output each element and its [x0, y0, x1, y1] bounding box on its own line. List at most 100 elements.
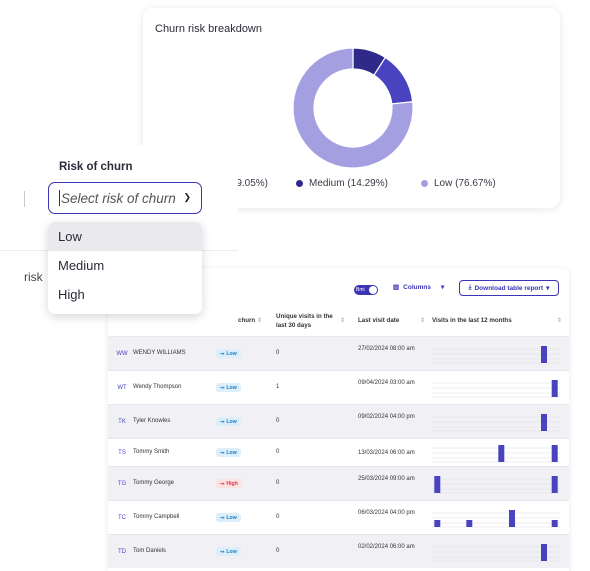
- header-label: churn: [238, 317, 256, 324]
- avatar: TC: [118, 515, 126, 521]
- columns-label: Columns: [403, 283, 431, 291]
- column-header-visits-12m[interactable]: Visits in the last 12 months: [432, 316, 512, 325]
- risk-badge-label: Low: [226, 548, 237, 555]
- header-label: Last visit date: [358, 317, 400, 324]
- risk-badge: ↝ Low: [216, 547, 241, 556]
- unique-visits-value: 1: [276, 384, 280, 390]
- risk-badge: ↝ High: [216, 479, 242, 488]
- column-header-churn[interactable]: churn ⇕: [238, 316, 262, 325]
- visit-bar: [434, 476, 441, 493]
- customer-name[interactable]: Tommy George: [133, 480, 175, 486]
- risk-badge: ↝ Low: [216, 513, 241, 522]
- churn-donut-chart: [292, 47, 414, 169]
- risk-badge: ↝ Low: [216, 349, 241, 358]
- columns-icon: ▥: [393, 284, 400, 291]
- table-row[interactable]: TK Tyler Knowles ↝ Low 0 09/02/2024 04:00 pm: [108, 404, 569, 438]
- toggle-knob: [369, 286, 377, 294]
- visits-sparkline: [432, 414, 560, 432]
- customer-name[interactable]: Tom Daniels: [133, 548, 167, 554]
- risk-badge-label: Low: [226, 350, 237, 357]
- customer-table-card: Bmi ▥ Columns ▾ ⤓ Download table report …: [108, 268, 569, 571]
- avatar: TS: [118, 450, 126, 456]
- customer-name[interactable]: WENDY WILLIAMS: [133, 350, 186, 356]
- option-medium[interactable]: Medium: [58, 258, 105, 273]
- avatar: WW: [116, 351, 128, 357]
- risk-of-churn-select[interactable]: Select risk of churn ❯: [48, 182, 202, 214]
- trend-icon: ↝: [220, 548, 225, 555]
- legend-label: Medium (14.29%): [309, 178, 388, 189]
- view-toggle[interactable]: Bmi: [354, 285, 378, 295]
- visit-bar: [551, 380, 558, 397]
- visit-bar: [541, 414, 547, 431]
- last-visit-date: 25/03/2024 09:00 am: [358, 476, 415, 482]
- trend-icon: ↝: [220, 480, 225, 487]
- table-row[interactable]: WW WENDY WILLIAMS ↝ Low 0 27/02/2024 08:00 am: [108, 336, 569, 370]
- visit-bar: [551, 476, 558, 493]
- chevron-down-icon: ❯: [183, 192, 191, 202]
- sort-icon[interactable]: ⇕: [340, 317, 346, 324]
- sort-icon[interactable]: ⇕: [557, 317, 563, 324]
- customer-name[interactable]: Wendy Thompson: [133, 384, 182, 390]
- avatar: WT: [117, 385, 127, 391]
- risk-badge: ↝ Low: [216, 448, 241, 457]
- option-low[interactable]: Low: [48, 222, 202, 251]
- chevron-down-icon: ▾: [546, 285, 550, 292]
- last-visit-date: 09/02/2024 04:00 pm: [358, 414, 415, 420]
- visits-sparkline: [432, 445, 560, 463]
- risk-badge: ↝ Low: [216, 383, 241, 392]
- risk-label-partial: risk: [24, 270, 43, 284]
- download-label: Download table report: [474, 284, 544, 292]
- option-high[interactable]: High: [58, 287, 85, 302]
- legend-dot-medium: [296, 180, 303, 187]
- visits-sparkline: [432, 544, 560, 562]
- table-row[interactable]: TC Tommy Campbell ↝ Low 0 06/03/2024 04:00 pm: [108, 500, 569, 534]
- unique-visits-value: 0: [276, 418, 280, 424]
- visit-bar: [434, 520, 441, 527]
- visit-bar: [541, 544, 547, 561]
- visit-bar: [551, 520, 558, 527]
- sort-icon[interactable]: ⇕: [420, 317, 426, 324]
- select-placeholder: Select risk of churn: [61, 190, 176, 206]
- avatar: TD: [118, 549, 126, 555]
- visits-sparkline: [432, 476, 560, 494]
- legend-item-low: Low (76.67%): [421, 178, 496, 189]
- column-header-visits-30[interactable]: Unique visits in the last 30 days: [276, 312, 338, 330]
- header-label: Unique visits in the last 30 days: [276, 313, 333, 329]
- table-row[interactable]: TG Tommy George ↝ High 0 25/03/2024 09:00 am: [108, 466, 569, 500]
- risk-of-churn-label: Risk of churn: [59, 161, 133, 173]
- visits-sparkline: [432, 510, 560, 528]
- customer-name[interactable]: Tyler Knowles: [133, 418, 171, 424]
- visits-sparkline: [432, 380, 560, 398]
- visit-bar: [541, 346, 547, 363]
- unique-visits-value: 0: [276, 548, 280, 554]
- column-header-last-visit[interactable]: Last visit date: [358, 316, 399, 325]
- last-visit-date: 09/04/2024 03:00 am: [358, 380, 415, 386]
- header-label: Visits in the last 12 months: [432, 317, 512, 324]
- trend-icon: ↝: [220, 350, 225, 357]
- unique-visits-value: 0: [276, 350, 280, 356]
- legend-label: Low (76.67%): [434, 178, 496, 189]
- chart-title: Churn risk breakdown: [155, 23, 262, 35]
- divider: [24, 191, 25, 207]
- unique-visits-value: 0: [276, 480, 280, 486]
- download-icon: ⤓: [468, 284, 472, 291]
- table-row[interactable]: TS Tommy Smith ↝ Low 0 13/03/2024 06:00 am: [108, 438, 569, 466]
- table-row[interactable]: TD Tom Daniels ↝ Low 0 02/02/2024 06:00 am: [108, 534, 569, 568]
- risk-badge-label: Low: [226, 449, 237, 456]
- customer-name[interactable]: Tommy Campbell: [133, 514, 180, 520]
- table-row[interactable]: WT Wendy Thompson ↝ Low 1 09/04/2024 03:00 am: [108, 370, 569, 404]
- visit-bar: [498, 445, 505, 462]
- trend-icon: ↝: [220, 384, 225, 391]
- last-visit-date: 27/02/2024 08:00 am: [358, 346, 415, 352]
- risk-badge-label: High: [226, 480, 238, 487]
- visits-sparkline: [432, 346, 560, 364]
- columns-button[interactable]: ▥ Columns ▾: [393, 283, 444, 292]
- download-table-report-button[interactable]: ⤓ Download table report ▾: [459, 280, 559, 296]
- legend-item-medium: Medium (14.29%): [296, 178, 388, 189]
- legend-label: (9.05%): [233, 178, 269, 189]
- visit-bar: [509, 510, 515, 527]
- customer-name[interactable]: Tommy Smith: [133, 449, 170, 455]
- trend-icon: ↝: [220, 514, 225, 521]
- unique-visits-value: 0: [276, 449, 280, 455]
- last-visit-date: 06/03/2024 04:00 pm: [358, 510, 415, 516]
